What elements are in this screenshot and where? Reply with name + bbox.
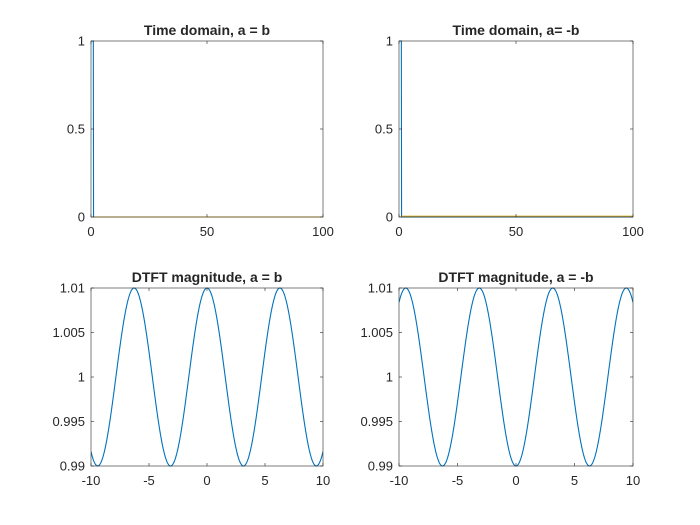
y-tick-label: 0.995	[52, 414, 85, 429]
x-tick-label: -5	[452, 473, 464, 488]
plot-title: Time domain, a = b	[144, 22, 270, 38]
y-tick-label: 0.5	[67, 122, 85, 137]
x-tick-label: -5	[143, 473, 155, 488]
y-tick-label: 1	[386, 34, 393, 49]
y-tick-label: 1.01	[60, 281, 85, 296]
x-tick-label: 0	[203, 473, 210, 488]
plot-area	[91, 288, 323, 466]
subplot-time-domain-a-eq-neg-b: 0 50 100 0 0.5 1 Time domain, a= -b	[375, 22, 644, 239]
y-tick-label: 1.01	[368, 281, 393, 296]
x-tick-label: -10	[82, 473, 101, 488]
plot-area	[91, 41, 323, 217]
x-tick-label: 10	[626, 473, 640, 488]
y-tick-label: 0	[386, 210, 393, 225]
plot-area	[399, 41, 633, 217]
y-tick-label: 1	[78, 370, 85, 385]
plot-title: DTFT magnitude, a = -b	[438, 269, 593, 285]
subplot-dtft-magnitude-a-eq-neg-b: -10 -5 0 5 10 0.99 0.995 1 1.005 1.01 DTFT magnitu…	[360, 269, 640, 488]
y-tick-label: 0.99	[60, 459, 85, 474]
y-tick-label: 1.005	[360, 325, 393, 340]
plot-area	[399, 288, 633, 466]
x-tick-label: 10	[316, 473, 330, 488]
subplot-dtft-magnitude-a-eq-b: -10 -5 0 5 10 0.99 0.995 1 1.005 1.01 DTFT magnitu…	[52, 269, 330, 488]
plot-title: DTFT magnitude, a = b	[132, 269, 283, 285]
subplot-time-domain-a-eq-b: 0 50 100 0 0.5 1 Time domain, a = b	[67, 22, 334, 239]
y-tick-label: 0.995	[360, 414, 393, 429]
x-tick-label: 50	[509, 224, 523, 239]
x-tick-label: 100	[622, 224, 644, 239]
y-tick-label: 1	[386, 370, 393, 385]
x-tick-label: 5	[571, 473, 578, 488]
x-tick-label: -10	[390, 473, 409, 488]
y-tick-label: 0.99	[368, 459, 393, 474]
x-tick-label: 50	[200, 224, 214, 239]
x-tick-label: 0	[512, 473, 519, 488]
y-tick-label: 1.005	[52, 325, 85, 340]
x-tick-label: 100	[312, 224, 334, 239]
x-tick-label: 0	[87, 224, 94, 239]
plot-title: Time domain, a= -b	[453, 22, 580, 38]
y-tick-label: 0.5	[375, 122, 393, 137]
x-tick-label: 5	[261, 473, 268, 488]
y-tick-label: 1	[78, 34, 85, 49]
x-tick-label: 0	[395, 224, 402, 239]
y-tick-label: 0	[78, 210, 85, 225]
